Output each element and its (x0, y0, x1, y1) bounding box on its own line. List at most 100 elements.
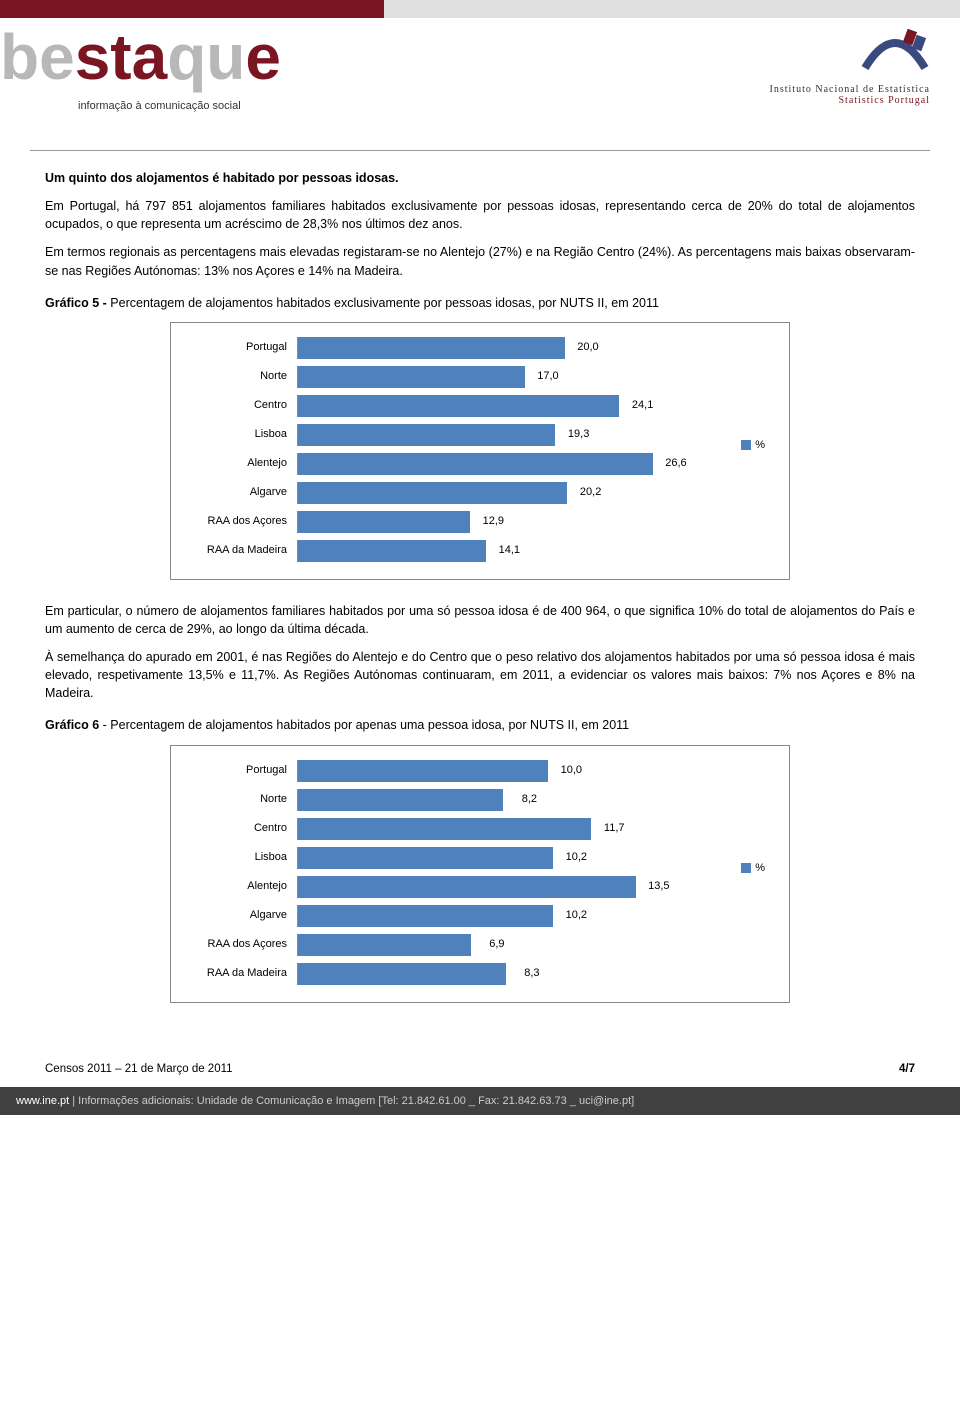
destaque-wordmark: d e s t a q u e (0, 20, 281, 94)
footer-note: Censos 2011 – 21 de Março de 2011 (45, 1063, 233, 1075)
chart-category-label: Centro (187, 398, 297, 414)
chart5: % Portugal20,0Norte17,0Centro24,1Lisboa1… (170, 322, 790, 580)
chart-value-label: 12,9 (483, 514, 504, 530)
chart-bar: 11,7 (298, 818, 591, 840)
para-s2-1: Em particular, o número de alojamentos f… (45, 602, 915, 638)
chart6-title-prefix: Gráfico 6 (45, 718, 99, 732)
ine-icon (860, 28, 930, 78)
footer-site: www.ine.pt (16, 1095, 69, 1107)
para-s2-2: À semelhança do apurado em 2001, é nas R… (45, 648, 915, 702)
chart-bar-area: 8,2 (297, 789, 773, 811)
chart-value-label: 20,2 (580, 485, 601, 501)
chart-value-label: 14,1 (499, 543, 520, 559)
chart-category-label: RAA da Madeira (187, 543, 297, 559)
chart-value-label: 10,2 (566, 908, 587, 924)
chart-row: RAA da Madeira8,3 (187, 963, 773, 985)
chart-category-label: Alentejo (187, 879, 297, 895)
chart-value-label: 6,9 (489, 937, 504, 953)
ine-logo-block: Instituto Nacional de Estatística Statis… (770, 28, 930, 106)
chart-value-label: 24,1 (632, 398, 653, 414)
chart5-title-prefix: Gráfico 5 - (45, 296, 110, 310)
destaque-subtitle: informação à comunicação social (78, 100, 281, 112)
chart-bar: 8,2 (298, 789, 503, 811)
chart-category-label: RAA da Madeira (187, 966, 297, 982)
chart-bar-area: 24,1 (297, 395, 773, 417)
chart-bar: 8,3 (298, 963, 506, 985)
chart6-title: Gráfico 6 - Percentagem de alojamentos h… (45, 716, 915, 734)
chart6-title-rest: - Percentagem de alojamentos habitados p… (99, 718, 629, 732)
chart-category-label: Algarve (187, 908, 297, 924)
header-separator (30, 150, 930, 151)
chart-category-label: Alentejo (187, 456, 297, 472)
chart-value-label: 11,7 (604, 821, 625, 837)
para-s1-1: Em Portugal, há 797 851 alojamentos fami… (45, 197, 915, 233)
chart-bar: 10,2 (298, 847, 553, 869)
chart-bar-area: 12,9 (297, 511, 773, 533)
chart-bar-area: 17,0 (297, 366, 773, 388)
chart-category-label: Norte (187, 369, 297, 385)
ine-name-line2: Statistics Portugal (770, 95, 930, 106)
footer-bar: www.ine.pt | Informações adicionais: Uni… (0, 1087, 960, 1115)
chart-bar: 6,9 (298, 934, 471, 956)
chart-row: Lisboa10,2 (187, 847, 773, 869)
chart5-title-rest: Percentagem de alojamentos habitados exc… (110, 296, 659, 310)
chart-row: RAA da Madeira14,1 (187, 540, 773, 562)
chart-value-label: 10,2 (566, 850, 587, 866)
chart-bar-area: 19,3 (297, 424, 773, 446)
chart-bar: 12,9 (298, 511, 470, 533)
chart-bar-area: 20,2 (297, 482, 773, 504)
chart-row: Centro11,7 (187, 818, 773, 840)
chart-bar: 24,1 (298, 395, 619, 417)
chart-bar: 20,2 (298, 482, 567, 504)
chart-row: Norte8,2 (187, 789, 773, 811)
chart-row: Portugal10,0 (187, 760, 773, 782)
chart-bar-area: 11,7 (297, 818, 773, 840)
chart-row: RAA dos Açores12,9 (187, 511, 773, 533)
chart6: % Portugal10,0Norte8,2Centro11,7Lisboa10… (170, 745, 790, 1003)
chart-category-label: Lisboa (187, 427, 297, 443)
chart5-title: Gráfico 5 - Percentagem de alojamentos h… (45, 294, 915, 312)
chart-row: Algarve20,2 (187, 482, 773, 504)
chart-category-label: Portugal (187, 340, 297, 356)
main-content: Um quinto dos alojamentos é habitado por… (0, 159, 960, 1045)
chart-bar-area: 20,0 (297, 337, 773, 359)
chart-category-label: Algarve (187, 485, 297, 501)
chart-bar-area: 6,9 (297, 934, 773, 956)
chart-row: Portugal20,0 (187, 337, 773, 359)
destaque-logo: d e s t a q u e informação à comunicação… (0, 20, 281, 112)
chart-value-label: 8,3 (524, 966, 539, 982)
chart-value-label: 26,6 (665, 456, 686, 472)
chart-bar-area: 14,1 (297, 540, 773, 562)
chart-row: Alentejo 26,6 (187, 453, 773, 475)
chart-bar: 19,3 (298, 424, 555, 446)
chart-value-label: 8,2 (522, 792, 537, 808)
page-header: d e s t a q u e informação à comunicação… (0, 0, 960, 150)
chart-value-label: 20,0 (577, 340, 598, 356)
chart-category-label: RAA dos Açores (187, 937, 297, 953)
chart-bar-area: 10,0 (297, 760, 773, 782)
section-title-text: Um quinto dos alojamentos é habitado por… (45, 171, 399, 185)
chart-row: RAA dos Açores6,9 (187, 934, 773, 956)
chart-bar-area: 8,3 (297, 963, 773, 985)
chart-row: Alentejo13,5 (187, 876, 773, 898)
chart-value-label: 17,0 (537, 369, 558, 385)
chart-bar: 10,0 (298, 760, 548, 782)
chart-category-label: Lisboa (187, 850, 297, 866)
chart-category-label: Portugal (187, 763, 297, 779)
chart-bar: 13,5 (298, 876, 636, 898)
chart-bar: 20,0 (298, 337, 565, 359)
chart-category-label: Norte (187, 792, 297, 808)
chart-value-label: 10,0 (561, 763, 582, 779)
page-number: 4/7 (899, 1063, 915, 1075)
chart-bar: 10,2 (298, 905, 553, 927)
chart-bar: 17,0 (298, 366, 525, 388)
header-top-stripe (0, 0, 960, 18)
chart-bar-area: 26,6 (297, 453, 773, 475)
chart-row: Lisboa19,3 (187, 424, 773, 446)
ine-name-line1: Instituto Nacional de Estatística (770, 84, 930, 95)
footer-contact: | Informações adicionais: Unidade de Com… (69, 1095, 634, 1107)
chart-row: Norte17,0 (187, 366, 773, 388)
chart-row: Centro24,1 (187, 395, 773, 417)
chart-category-label: Centro (187, 821, 297, 837)
chart-bar: 14,1 (298, 540, 486, 562)
